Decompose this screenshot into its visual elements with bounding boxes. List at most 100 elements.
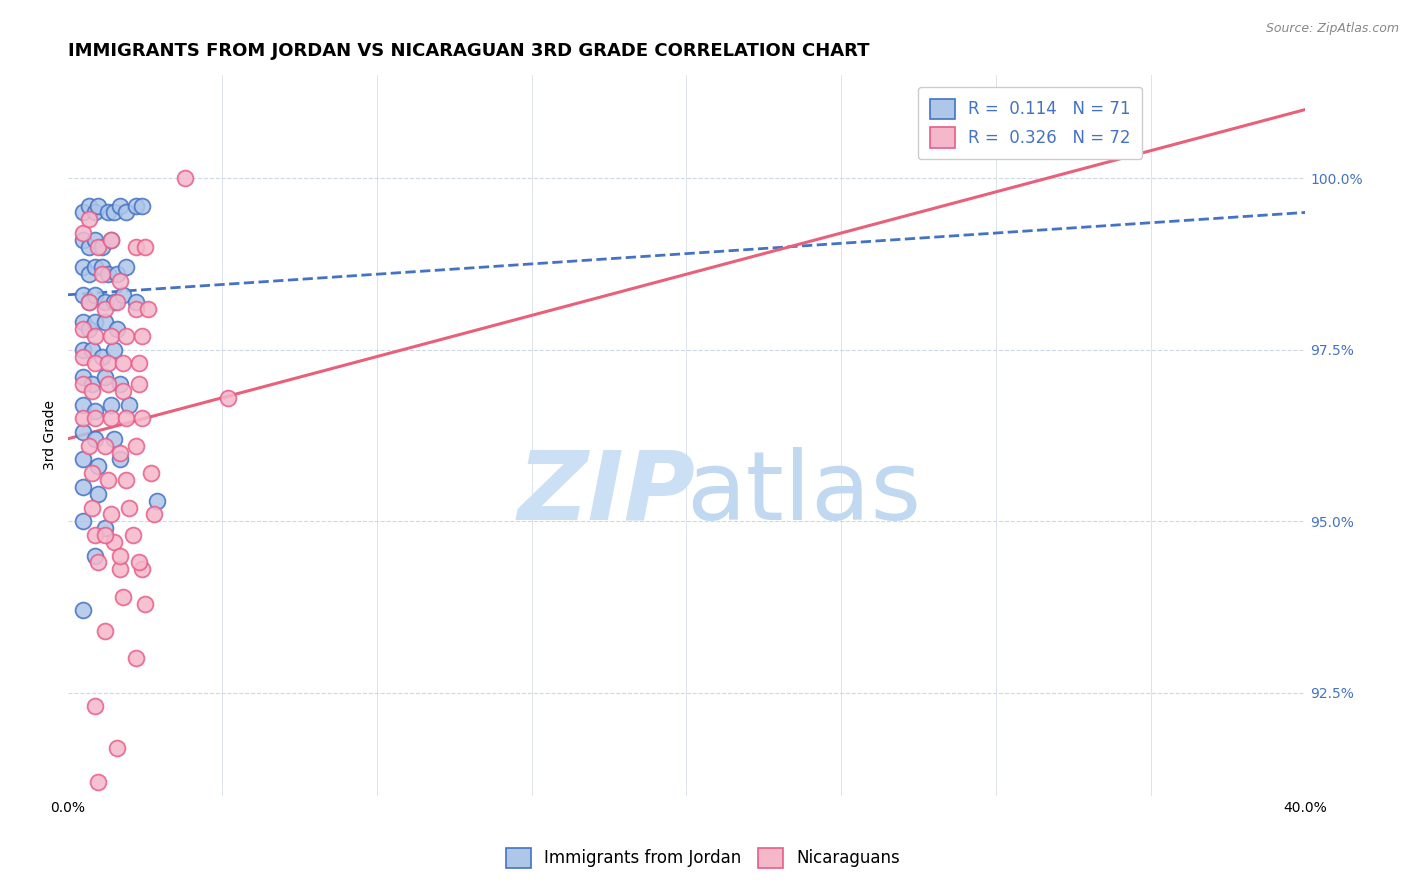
Point bbox=[108, 452, 131, 467]
Point bbox=[174, 171, 197, 186]
Point bbox=[124, 294, 146, 309]
Point bbox=[84, 411, 107, 425]
Point bbox=[84, 549, 107, 563]
Point bbox=[90, 260, 112, 275]
Point bbox=[108, 376, 131, 391]
Point bbox=[143, 508, 166, 522]
Point bbox=[97, 376, 120, 391]
Point bbox=[72, 205, 94, 219]
Point bbox=[108, 274, 131, 288]
Point bbox=[128, 555, 150, 569]
Point bbox=[115, 411, 138, 425]
Point bbox=[118, 398, 141, 412]
Point bbox=[72, 315, 94, 329]
Point bbox=[72, 411, 94, 425]
Point bbox=[124, 439, 146, 453]
Point bbox=[84, 404, 107, 418]
Point bbox=[131, 329, 153, 343]
Point bbox=[128, 376, 150, 391]
Point bbox=[108, 549, 131, 563]
Point bbox=[131, 198, 153, 212]
Legend: Immigrants from Jordan, Nicaraguans: Immigrants from Jordan, Nicaraguans bbox=[499, 841, 907, 875]
Point bbox=[87, 240, 110, 254]
Point bbox=[77, 439, 100, 453]
Point bbox=[72, 452, 94, 467]
Point bbox=[77, 198, 100, 212]
Y-axis label: 3rd Grade: 3rd Grade bbox=[44, 401, 58, 470]
Point bbox=[100, 329, 122, 343]
Point bbox=[77, 294, 100, 309]
Point bbox=[115, 473, 138, 487]
Point bbox=[97, 205, 120, 219]
Point bbox=[77, 294, 100, 309]
Point bbox=[121, 528, 143, 542]
Point bbox=[84, 528, 107, 542]
Point bbox=[93, 528, 115, 542]
Point bbox=[217, 391, 239, 405]
Point bbox=[87, 459, 110, 474]
Point bbox=[93, 301, 115, 316]
Point bbox=[136, 301, 159, 316]
Point bbox=[93, 294, 115, 309]
Point bbox=[72, 480, 94, 494]
Point bbox=[139, 466, 162, 480]
Point bbox=[103, 343, 125, 357]
Text: IMMIGRANTS FROM JORDAN VS NICARAGUAN 3RD GRADE CORRELATION CHART: IMMIGRANTS FROM JORDAN VS NICARAGUAN 3RD… bbox=[67, 42, 869, 60]
Point bbox=[115, 205, 138, 219]
Point bbox=[134, 597, 156, 611]
Point bbox=[84, 233, 107, 247]
Point bbox=[124, 651, 146, 665]
Point bbox=[93, 315, 115, 329]
Point bbox=[87, 198, 110, 212]
Point bbox=[82, 466, 104, 480]
Point bbox=[97, 267, 120, 281]
Point bbox=[72, 322, 94, 336]
Text: Source: ZipAtlas.com: Source: ZipAtlas.com bbox=[1265, 22, 1399, 36]
Point bbox=[105, 267, 128, 281]
Point bbox=[124, 240, 146, 254]
Point bbox=[115, 329, 138, 343]
Point bbox=[84, 356, 107, 370]
Point bbox=[100, 411, 122, 425]
Point bbox=[87, 775, 110, 789]
Point bbox=[72, 343, 94, 357]
Point bbox=[105, 740, 128, 755]
Point bbox=[72, 287, 94, 301]
Point bbox=[124, 301, 146, 316]
Point bbox=[84, 260, 107, 275]
Point bbox=[100, 233, 122, 247]
Point bbox=[82, 376, 104, 391]
Point bbox=[97, 473, 120, 487]
Point bbox=[97, 356, 120, 370]
Point bbox=[103, 432, 125, 446]
Point bbox=[82, 343, 104, 357]
Point bbox=[90, 267, 112, 281]
Point bbox=[93, 439, 115, 453]
Point bbox=[77, 240, 100, 254]
Point bbox=[131, 562, 153, 576]
Point bbox=[103, 205, 125, 219]
Point bbox=[72, 376, 94, 391]
Point bbox=[103, 294, 125, 309]
Point bbox=[77, 322, 100, 336]
Point bbox=[124, 198, 146, 212]
Point bbox=[72, 226, 94, 240]
Point bbox=[112, 384, 135, 398]
Point bbox=[84, 205, 107, 219]
Point bbox=[82, 500, 104, 515]
Point bbox=[118, 500, 141, 515]
Text: ZIP: ZIP bbox=[517, 447, 695, 540]
Point bbox=[72, 260, 94, 275]
Point bbox=[82, 384, 104, 398]
Legend: R =  0.114   N = 71, R =  0.326   N = 72: R = 0.114 N = 71, R = 0.326 N = 72 bbox=[918, 87, 1142, 160]
Point bbox=[72, 425, 94, 439]
Point bbox=[90, 240, 112, 254]
Point bbox=[84, 287, 107, 301]
Point bbox=[72, 233, 94, 247]
Text: atlas: atlas bbox=[686, 447, 921, 540]
Point bbox=[84, 699, 107, 714]
Point bbox=[87, 487, 110, 501]
Point bbox=[100, 398, 122, 412]
Point bbox=[87, 555, 110, 569]
Point bbox=[77, 212, 100, 227]
